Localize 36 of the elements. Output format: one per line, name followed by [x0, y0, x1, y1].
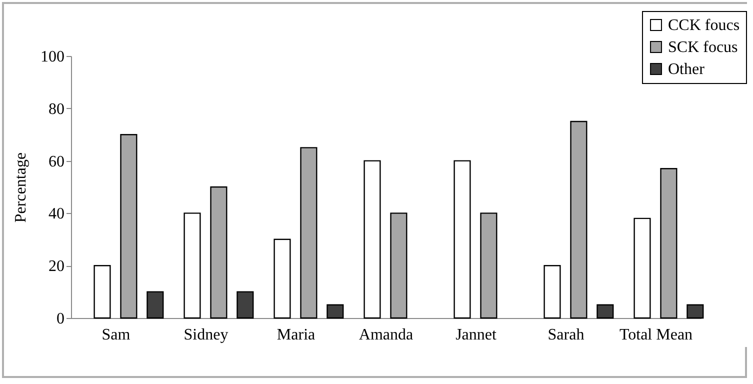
bar: [326, 304, 344, 319]
bar: [94, 265, 111, 319]
bar: [236, 291, 254, 319]
y-tick-label: 80: [48, 100, 64, 118]
legend-label: Other: [668, 61, 706, 78]
bar: [390, 212, 408, 319]
legend-label: SCK focus: [668, 39, 738, 56]
x-tick-label: Jannet: [456, 326, 497, 344]
bar: [660, 168, 678, 319]
bar: [146, 291, 164, 319]
bar: [544, 265, 561, 319]
x-tick-label: Amanda: [358, 326, 414, 344]
y-tick-label: 60: [48, 153, 64, 170]
bar: [596, 304, 614, 319]
x-tick-label: Total Mean: [619, 326, 693, 344]
y-tick-label: 100: [40, 48, 64, 66]
bar: [686, 304, 704, 319]
y-tick-label: 0: [56, 310, 64, 328]
legend-label: CCK foucs: [668, 17, 740, 34]
x-tick-label: Sarah: [548, 326, 584, 344]
bar: [210, 186, 228, 319]
bar: [184, 212, 201, 319]
y-tick-label: 20: [48, 258, 64, 276]
bar: [634, 218, 651, 319]
x-tick-label: Sam: [102, 326, 131, 344]
bar: [300, 147, 318, 319]
x-tick-label: Sidney: [184, 326, 228, 344]
bar: [120, 134, 138, 319]
x-tick-label: Maria: [276, 326, 316, 344]
bar: [570, 120, 588, 319]
bar: [454, 160, 471, 319]
bar: [364, 160, 381, 319]
y-axis-title: Percentage: [12, 152, 30, 223]
y-tick-label: 40: [48, 206, 64, 223]
bar: [480, 212, 498, 319]
bar: [274, 238, 291, 319]
